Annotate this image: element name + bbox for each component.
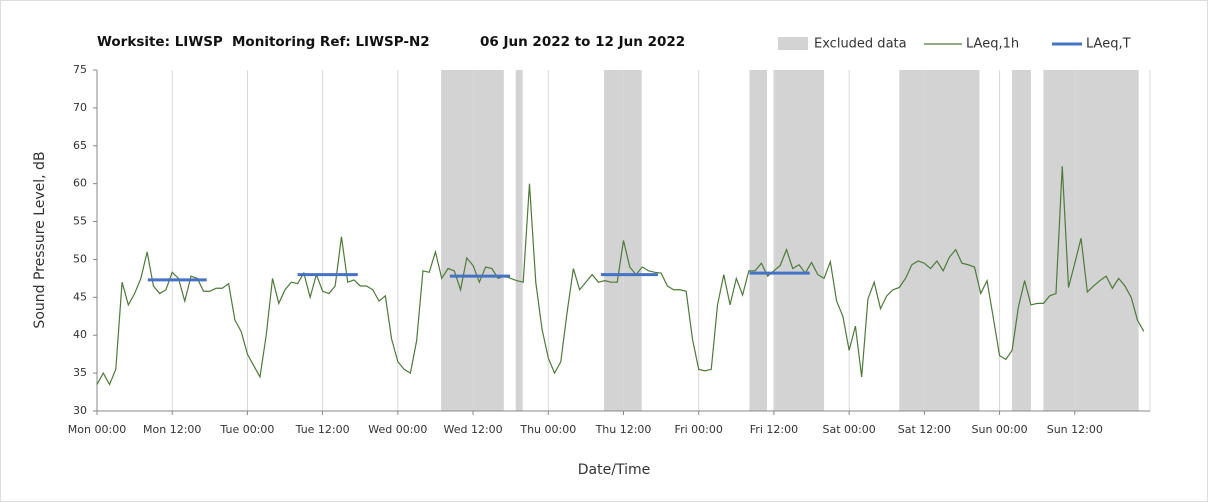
x-tick-label: Sun 12:00	[1047, 423, 1103, 436]
legend-label: Excluded data	[814, 37, 907, 52]
title-worksite: Worksite: LIWSP	[97, 34, 223, 50]
excluded-band	[515, 70, 523, 411]
excluded-band	[899, 70, 980, 411]
series-line	[96, 166, 1145, 386]
x-tick-label: Mon 00:00	[68, 423, 126, 436]
legend-label: LAeq,1h	[966, 37, 1019, 52]
x-tick-label: Wed 12:00	[443, 423, 502, 436]
y-tick-label: 65	[73, 139, 87, 152]
excluded-band	[1012, 70, 1031, 411]
y-tick-label: 45	[73, 290, 87, 303]
y-tick-label: 50	[73, 252, 87, 265]
title-ref: Monitoring Ref: LIWSP-N2	[232, 34, 430, 50]
legend-swatch	[778, 37, 808, 50]
x-tick-label: Fri 00:00	[675, 423, 723, 436]
x-tick-label: Thu 00:00	[519, 423, 576, 436]
x-tick-label: Tue 12:00	[295, 423, 350, 436]
x-tick-label: Sat 00:00	[823, 423, 876, 436]
excluded-band	[749, 70, 768, 411]
x-tick-label: Sat 12:00	[898, 423, 951, 436]
y-tick-label: 30	[73, 404, 87, 417]
y-tick-label: 55	[73, 215, 87, 228]
y-tick-label: 70	[73, 101, 87, 114]
title-dates: 06 Jun 2022 to 12 Jun 2022	[480, 34, 685, 50]
excluded-band	[441, 70, 504, 411]
y-tick-label: 75	[73, 63, 87, 76]
x-tick-label: Sun 00:00	[972, 423, 1028, 436]
y-axis-label: Sound Pressure Level, dB	[32, 151, 48, 328]
y-tick-label: 60	[73, 177, 87, 190]
excluded-band	[604, 70, 642, 411]
x-axis-label: Date/Time	[578, 462, 650, 478]
excluded-band	[773, 70, 825, 411]
x-tick-label: Tue 00:00	[219, 423, 274, 436]
x-tick-label: Fri 12:00	[750, 423, 798, 436]
x-tick-label: Mon 12:00	[143, 423, 201, 436]
y-tick-label: 35	[73, 366, 87, 379]
legend-label: LAeq,T	[1086, 37, 1131, 52]
y-tick-label: 40	[73, 328, 87, 341]
x-tick-label: Wed 00:00	[368, 423, 427, 436]
excluded-band	[1043, 70, 1139, 411]
x-tick-label: Thu 12:00	[595, 423, 652, 436]
